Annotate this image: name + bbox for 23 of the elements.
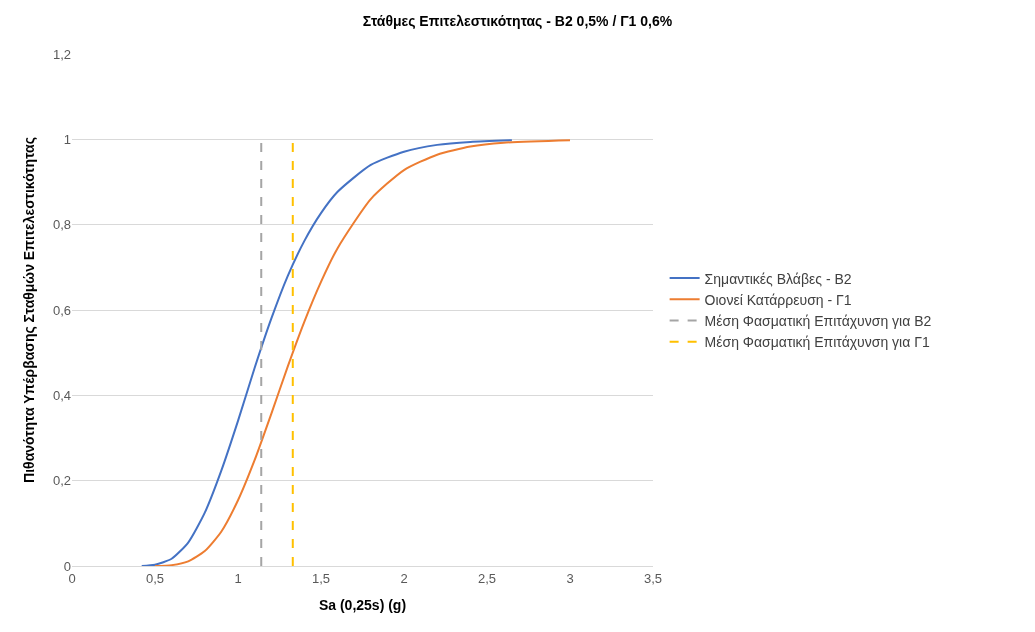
- x-tick-label: 3: [566, 570, 574, 586]
- line-series: [154, 139, 571, 566]
- y-tick-label: 0: [63, 558, 71, 574]
- legend-label: Σημαντικές Βλάβες - Β2: [704, 270, 852, 287]
- y-tick-label: 0,8: [52, 217, 71, 233]
- legend-label: Οιονεί Κατάρρευση - Γ1: [704, 291, 852, 308]
- y-tick-label: 1,2: [52, 46, 71, 62]
- x-tick-label: 1,5: [311, 570, 331, 586]
- y-tick-label: 0,4: [52, 387, 71, 403]
- y-tick-label: 0,2: [52, 473, 71, 489]
- x-tick-label: 2,5: [477, 570, 497, 586]
- x-axis-title: Sa (0,25s) (g): [318, 596, 407, 613]
- x-tick-label: 1: [234, 570, 242, 586]
- chart-title: Στάθμες Επιτελεστικότητας - Β2 0,5% / Γ1 0,6%: [362, 12, 673, 29]
- y-tick-label: 0,6: [52, 302, 71, 318]
- line-series: [140, 139, 513, 566]
- y-axis-title: Πιθανότητα Υπέρβασης Σταθμών Επιτελεστικότητας: [20, 137, 37, 483]
- x-tick-label: 2: [400, 570, 408, 586]
- y-tick-label: 1: [63, 131, 71, 147]
- x-tick-label: 3,5: [643, 570, 663, 586]
- legend-label: Μέση Φασματική Επιτάχυνση για Β2: [704, 312, 932, 329]
- x-tick-label: 0,5: [145, 570, 165, 586]
- legend-label: Μέση Φασματική Επιτάχυνση για Γ1: [704, 334, 930, 351]
